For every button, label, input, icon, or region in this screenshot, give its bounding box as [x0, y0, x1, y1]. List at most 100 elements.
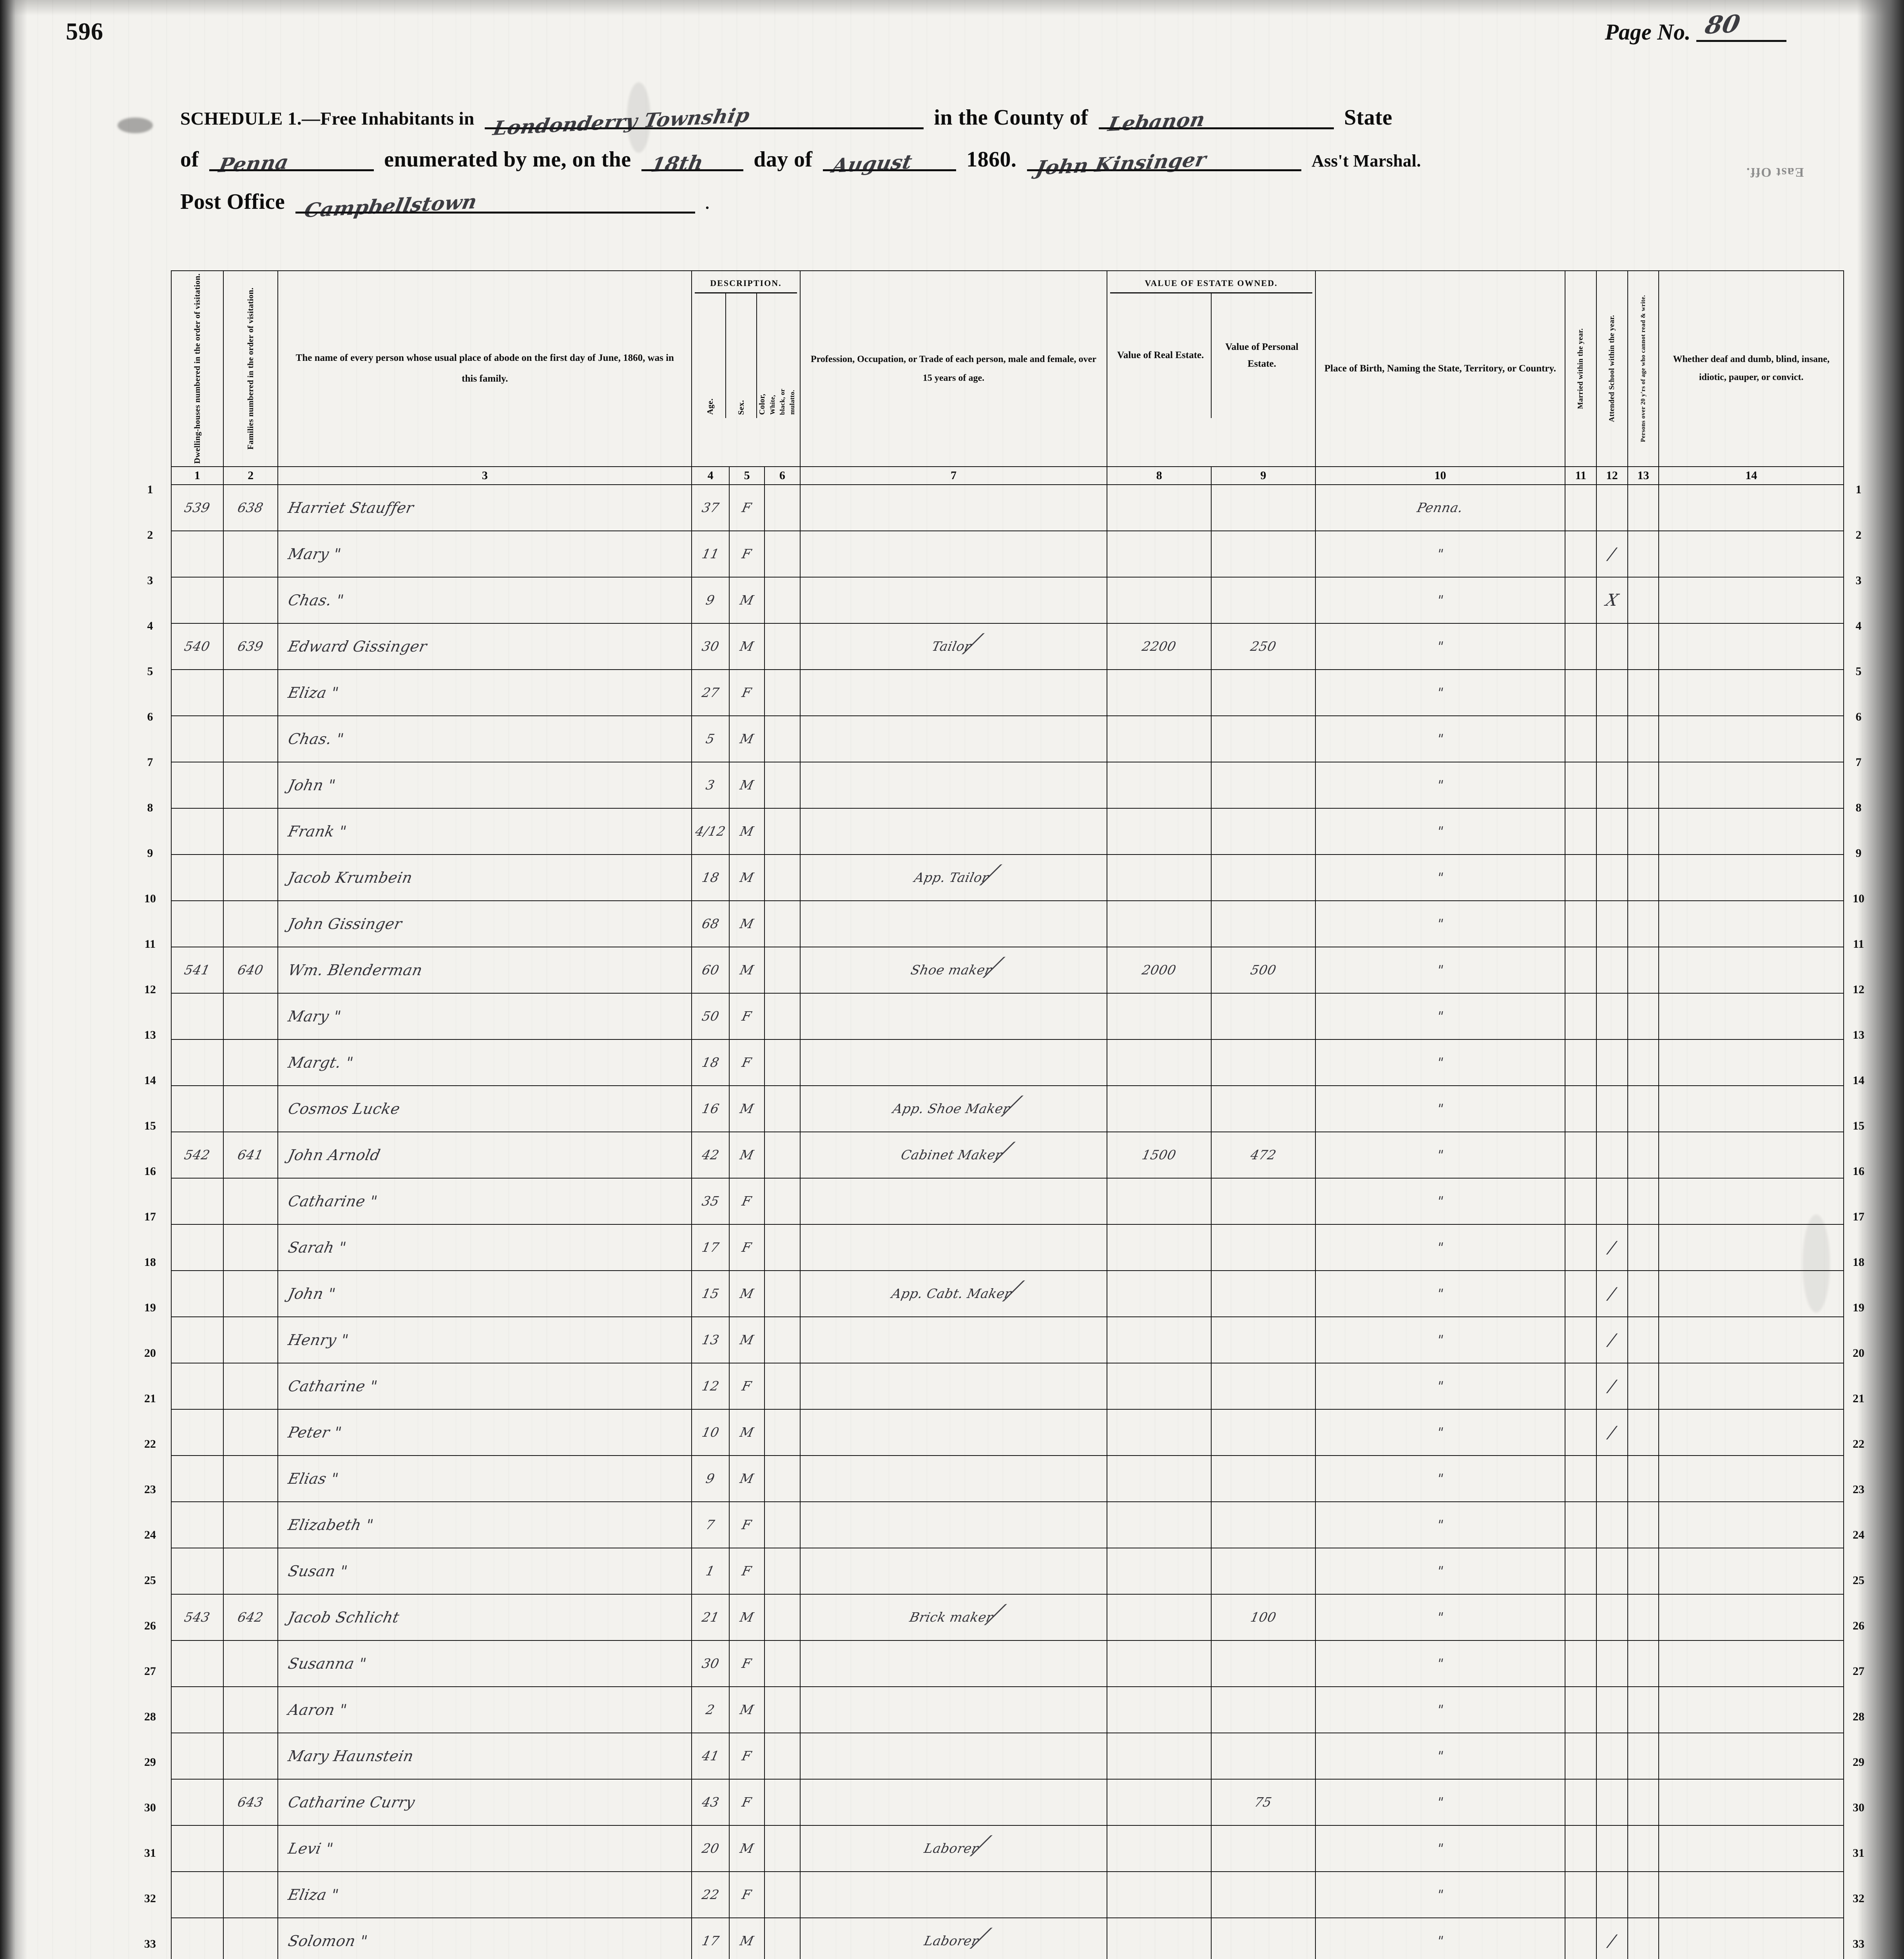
cell-color[interactable]	[764, 715, 801, 762]
cell-personal-estate[interactable]	[1210, 1270, 1316, 1317]
cell-person-name[interactable]: Chas. "	[277, 715, 692, 762]
cell-birthplace[interactable]: "	[1315, 669, 1566, 716]
cell-married-within-year[interactable]	[1565, 1825, 1597, 1872]
table-row[interactable]: Catharine " 12 F " /	[171, 1362, 1844, 1410]
cell-color[interactable]	[764, 1732, 801, 1780]
cell-age[interactable]: 17	[691, 1224, 730, 1271]
cell-real-estate[interactable]	[1107, 576, 1212, 624]
cell-age[interactable]: 7	[691, 1501, 730, 1548]
table-row[interactable]: Susan " 1 F "	[171, 1547, 1844, 1595]
cell-birthplace[interactable]: "	[1315, 530, 1566, 578]
cell-color[interactable]	[764, 807, 801, 855]
cell-infirmity[interactable]	[1658, 1455, 1844, 1502]
cell-attended-school[interactable]	[1596, 761, 1628, 809]
cell-age[interactable]: 3	[691, 761, 730, 809]
cell-birthplace[interactable]: "	[1315, 1686, 1566, 1733]
cell-attended-school[interactable]	[1596, 1039, 1628, 1086]
cell-sex[interactable]: F	[728, 1501, 765, 1548]
cell-real-estate[interactable]	[1107, 1455, 1212, 1502]
cell-birthplace[interactable]: "	[1315, 1501, 1566, 1548]
cell-married-within-year[interactable]	[1565, 1085, 1597, 1132]
cell-personal-estate[interactable]	[1210, 715, 1316, 762]
cell-birthplace[interactable]: "	[1315, 715, 1566, 762]
cell-real-estate[interactable]	[1107, 484, 1212, 531]
cell-person-name[interactable]: John Arnold	[277, 1131, 692, 1179]
table-row[interactable]: Elizabeth " 7 F "	[171, 1501, 1844, 1548]
cell-personal-estate[interactable]	[1210, 854, 1316, 901]
cell-married-within-year[interactable]	[1565, 715, 1597, 762]
cell-family-number[interactable]	[223, 1316, 279, 1363]
state-blank[interactable]: Penna	[209, 145, 374, 177]
cell-birthplace[interactable]: "	[1315, 576, 1566, 624]
cell-real-estate[interactable]: 2200	[1107, 623, 1212, 670]
cell-attended-school[interactable]	[1596, 715, 1628, 762]
cell-family-number[interactable]	[223, 576, 279, 624]
cell-real-estate[interactable]	[1107, 1640, 1212, 1687]
table-row[interactable]: Chas. " 5 M "	[171, 715, 1844, 762]
cell-cannot-read-write[interactable]	[1627, 1131, 1659, 1179]
cell-cannot-read-write[interactable]	[1627, 1917, 1659, 1959]
cell-personal-estate[interactable]	[1210, 1640, 1316, 1687]
cell-family-number[interactable]: 639	[223, 623, 279, 670]
cell-married-within-year[interactable]	[1565, 1778, 1597, 1826]
cell-person-name[interactable]: Elizabeth "	[277, 1501, 692, 1548]
cell-infirmity[interactable]	[1658, 1039, 1844, 1086]
cell-person-name[interactable]: Eliza "	[277, 1871, 692, 1918]
table-row[interactable]: John " 15 M App. Cabt. Maker⁄ " /	[171, 1270, 1844, 1317]
cell-birthplace[interactable]: "	[1315, 1547, 1566, 1595]
cell-birthplace[interactable]: "	[1315, 854, 1566, 901]
cell-married-within-year[interactable]	[1565, 946, 1597, 994]
cell-family-number[interactable]	[223, 1686, 279, 1733]
cell-birthplace[interactable]: "	[1315, 1177, 1566, 1225]
cell-person-name[interactable]: John "	[277, 1270, 692, 1317]
cell-age[interactable]: 5	[691, 715, 730, 762]
cell-married-within-year[interactable]	[1565, 900, 1597, 947]
cell-dwelling-number[interactable]	[171, 1871, 224, 1918]
cell-occupation[interactable]	[799, 1224, 1108, 1271]
cell-age[interactable]: 41	[691, 1732, 730, 1780]
cell-family-number[interactable]: 642	[223, 1593, 279, 1641]
cell-birthplace[interactable]: "	[1315, 1362, 1566, 1410]
cell-birthplace[interactable]: "	[1315, 1732, 1566, 1780]
cell-infirmity[interactable]	[1658, 1686, 1844, 1733]
cell-infirmity[interactable]	[1658, 576, 1844, 624]
cell-family-number[interactable]	[223, 1501, 279, 1548]
cell-color[interactable]	[764, 1316, 801, 1363]
cell-birthplace[interactable]: "	[1315, 1039, 1566, 1086]
cell-attended-school[interactable]	[1596, 1593, 1628, 1641]
cell-attended-school[interactable]	[1596, 1825, 1628, 1872]
cell-birthplace[interactable]: "	[1315, 1871, 1566, 1918]
cell-person-name[interactable]: Mary "	[277, 992, 692, 1040]
cell-occupation[interactable]	[799, 1455, 1108, 1502]
cell-birthplace[interactable]: "	[1315, 1131, 1566, 1179]
cell-attended-school[interactable]	[1596, 1501, 1628, 1548]
cell-real-estate[interactable]: 1500	[1107, 1131, 1212, 1179]
cell-cannot-read-write[interactable]	[1627, 484, 1659, 531]
cell-birthplace[interactable]: "	[1315, 807, 1566, 855]
cell-attended-school[interactable]: /	[1596, 1362, 1628, 1410]
table-row[interactable]: Henry " 13 M " /	[171, 1316, 1844, 1363]
cell-occupation[interactable]: Laborer⁄	[799, 1917, 1108, 1959]
cell-age[interactable]: 22	[691, 1871, 730, 1918]
cell-infirmity[interactable]	[1658, 530, 1844, 578]
cell-cannot-read-write[interactable]	[1627, 1455, 1659, 1502]
cell-dwelling-number[interactable]	[171, 1039, 224, 1086]
cell-dwelling-number[interactable]	[171, 1778, 224, 1826]
cell-dwelling-number[interactable]	[171, 576, 224, 624]
cell-cannot-read-write[interactable]	[1627, 1039, 1659, 1086]
cell-married-within-year[interactable]	[1565, 1871, 1597, 1918]
cell-sex[interactable]: M	[728, 1825, 765, 1872]
cell-family-number[interactable]	[223, 1270, 279, 1317]
cell-sex[interactable]: M	[728, 761, 765, 809]
cell-sex[interactable]: M	[728, 854, 765, 901]
cell-age[interactable]: 13	[691, 1316, 730, 1363]
cell-married-within-year[interactable]	[1565, 1686, 1597, 1733]
cell-sex[interactable]: F	[728, 669, 765, 716]
cell-birthplace[interactable]: "	[1315, 1917, 1566, 1959]
cell-family-number[interactable]	[223, 761, 279, 809]
cell-attended-school[interactable]	[1596, 992, 1628, 1040]
cell-family-number[interactable]: 643	[223, 1778, 279, 1826]
cell-attended-school[interactable]	[1596, 807, 1628, 855]
cell-occupation[interactable]	[799, 1177, 1108, 1225]
cell-person-name[interactable]: Cosmos Lucke	[277, 1085, 692, 1132]
